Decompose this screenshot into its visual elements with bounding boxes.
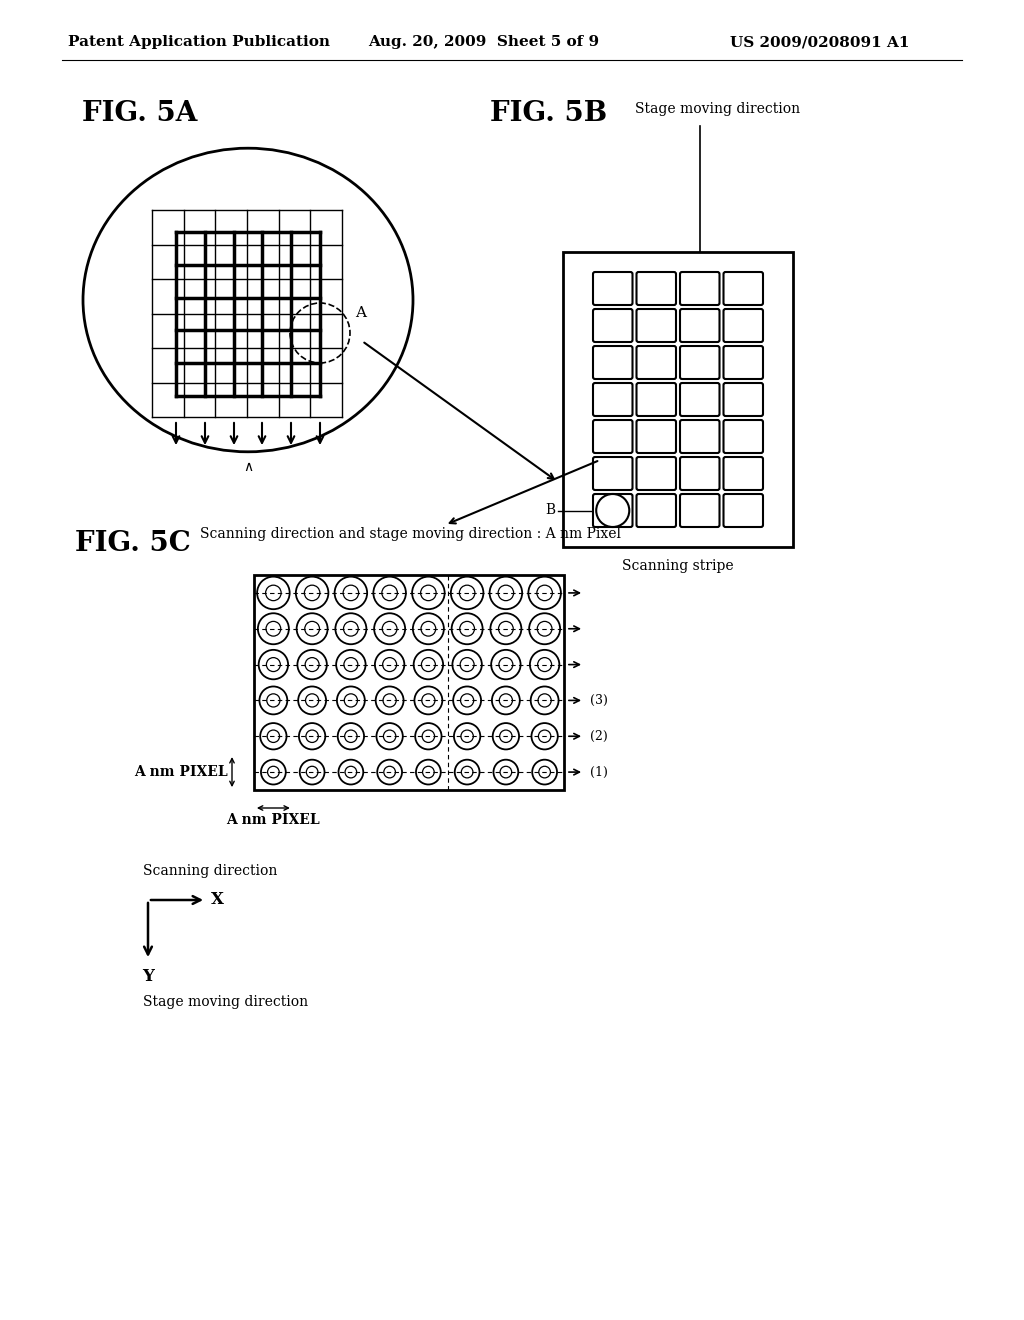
Text: A nm PIXEL: A nm PIXEL [226,813,321,828]
Text: FIG. 5A: FIG. 5A [82,100,198,127]
Text: A: A [355,306,366,319]
Text: B: B [545,503,555,517]
Text: US 2009/0208091 A1: US 2009/0208091 A1 [730,36,909,49]
Bar [254,576,564,789]
Text: FIG. 5B: FIG. 5B [490,100,607,127]
Text: Patent Application Publication: Patent Application Publication [68,36,330,49]
Text: Y: Y [142,968,154,985]
Text: Aug. 20, 2009  Sheet 5 of 9: Aug. 20, 2009 Sheet 5 of 9 [368,36,599,49]
Bar [563,252,793,546]
Text: Scanning direction: Scanning direction [143,865,278,878]
Text: A nm PIXEL: A nm PIXEL [134,766,228,779]
Text: (2): (2) [590,730,608,743]
Text: Scanning stripe: Scanning stripe [623,558,734,573]
Text: X: X [211,891,224,908]
Text: Stage moving direction: Stage moving direction [636,102,801,116]
Text: FIG. 5C: FIG. 5C [75,531,190,557]
Text: Scanning direction and stage moving direction : A nm Pixel: Scanning direction and stage moving dire… [200,527,621,541]
Text: $\wedge$: $\wedge$ [243,459,253,474]
Text: (3): (3) [590,694,608,708]
Text: (1): (1) [590,766,608,779]
Text: Stage moving direction: Stage moving direction [143,995,308,1008]
